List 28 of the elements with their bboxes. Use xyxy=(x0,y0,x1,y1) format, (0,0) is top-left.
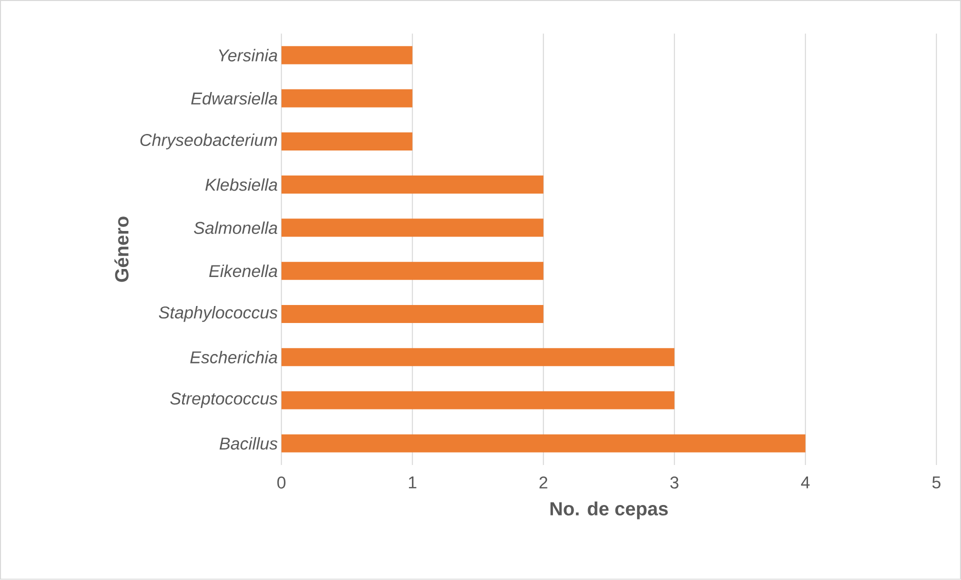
bar xyxy=(281,348,674,366)
bar xyxy=(281,305,544,324)
x-tick-label: 4 xyxy=(801,476,810,488)
bar xyxy=(281,434,806,452)
y-tick-label: Yersinia xyxy=(218,49,278,62)
y-tick-label: Salmonella xyxy=(194,222,278,234)
bar xyxy=(281,218,544,237)
y-tick-label: Edwarsiella xyxy=(191,92,278,105)
bar xyxy=(281,176,544,194)
y-tick-label: Staphylococcus xyxy=(158,306,278,322)
y-tick-label: Escherichia xyxy=(190,350,278,364)
y-tick-label: Chryseobacterium xyxy=(140,134,278,150)
bar xyxy=(281,89,412,108)
x-axis-title: No. de cepas xyxy=(550,502,668,520)
bar xyxy=(281,391,674,410)
bar xyxy=(281,132,412,151)
x-tick-label: 3 xyxy=(670,476,678,489)
bar xyxy=(281,262,544,280)
x-tick-label: 5 xyxy=(932,476,940,489)
y-tick-label: Eikenella xyxy=(209,264,278,278)
bar xyxy=(281,46,412,64)
y-tick-label: Klebsiella xyxy=(205,178,278,191)
x-tick-label: 1 xyxy=(408,476,416,488)
y-axis-title: Género xyxy=(114,216,129,282)
y-tick-label: Streptococcus xyxy=(170,392,278,408)
x-tick-label: 0 xyxy=(277,476,286,489)
y-tick-label: Bacillus xyxy=(220,437,278,450)
x-tick-label: 2 xyxy=(540,476,548,489)
